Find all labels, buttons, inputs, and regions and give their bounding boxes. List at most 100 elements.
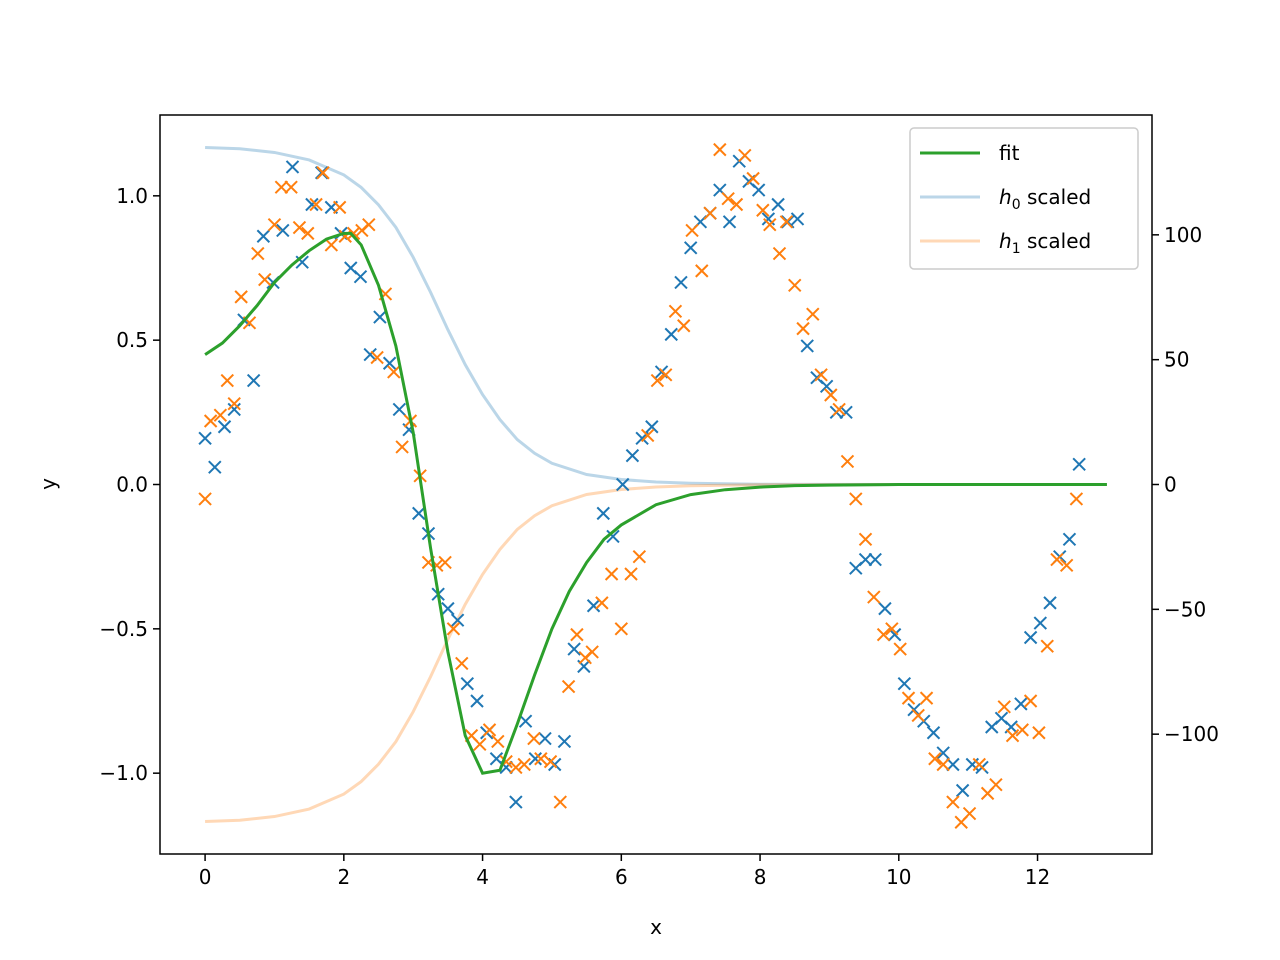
scatter-point-series-2 bbox=[1023, 694, 1038, 708]
scatter-point-series-2 bbox=[284, 180, 298, 194]
scatter-point-series-2 bbox=[901, 691, 916, 705]
x-tick-label: 8 bbox=[754, 865, 767, 889]
scatter-point-series-2 bbox=[395, 440, 409, 454]
y-axis-right: −100 −50 0 50 100 bbox=[1152, 223, 1219, 746]
scatter-point-series-2 bbox=[746, 171, 760, 186]
y-tick-label: 0.5 bbox=[116, 328, 148, 352]
scatter-point-series-2 bbox=[840, 454, 855, 469]
scatter-point-series-2 bbox=[997, 700, 1011, 714]
scatter-point-series-1 bbox=[771, 197, 785, 212]
scatter-point-series-2 bbox=[659, 368, 673, 382]
scatter-point-series-1 bbox=[1033, 616, 1048, 630]
scatter-point-series-2 bbox=[309, 197, 323, 212]
scatter-point-series-1 bbox=[256, 229, 271, 243]
scatter-point-series-1 bbox=[878, 601, 892, 616]
scatter-point-series-2 bbox=[919, 691, 934, 705]
scatter-point-series-1 bbox=[800, 339, 814, 353]
legend-fit-label: fit bbox=[999, 141, 1020, 165]
legend-box bbox=[909, 127, 1139, 270]
x-tick-label: 4 bbox=[476, 865, 489, 889]
scatter-point-series-1 bbox=[936, 746, 950, 760]
scatter-point-series-2 bbox=[763, 217, 777, 232]
scatter-point-series-1 bbox=[722, 215, 737, 229]
scatter-point-series-2 bbox=[703, 206, 717, 220]
scatter-point-series-2 bbox=[885, 622, 899, 636]
scatter-point-series-2 bbox=[473, 737, 487, 752]
y2-tick-label: 0 bbox=[1164, 473, 1177, 497]
scatter-point-series-1 bbox=[412, 506, 426, 521]
scatter-point-series-1 bbox=[946, 757, 960, 772]
scatter-point-series-1 bbox=[198, 431, 212, 446]
scatter-point-series-2 bbox=[316, 166, 330, 180]
scatter-point-series-2 bbox=[534, 752, 548, 766]
scatter-point-series-2 bbox=[788, 278, 802, 293]
scatter-point-series-2 bbox=[585, 645, 599, 659]
scatter-point-series-2 bbox=[455, 656, 469, 671]
y2-tick-label: 50 bbox=[1164, 348, 1189, 372]
scatter-point-series-1 bbox=[441, 601, 455, 616]
scatter-point-series-2 bbox=[517, 757, 531, 772]
scatter-point-series-2 bbox=[1015, 723, 1029, 737]
legend-h0-main: h bbox=[999, 185, 1012, 209]
scatter-point-series-1 bbox=[839, 405, 853, 420]
scatter-point-series-2 bbox=[198, 492, 212, 506]
scatter-point-series-1 bbox=[664, 327, 678, 342]
scatter-point-series-1 bbox=[285, 160, 300, 174]
scatter-point-series-2 bbox=[543, 754, 558, 769]
scatter-point-series-2 bbox=[370, 350, 384, 365]
scatter-point-series-2 bbox=[928, 752, 942, 766]
scatter-point-series-2 bbox=[213, 408, 228, 422]
scatter-point-series-2 bbox=[668, 304, 683, 319]
scatter-point-series-2 bbox=[527, 731, 541, 746]
scatter-point-series-1 bbox=[1072, 457, 1086, 472]
scatter-point-series-2 bbox=[251, 246, 265, 261]
scatter-point-series-1 bbox=[955, 783, 970, 798]
scatter-point-series-2 bbox=[756, 203, 770, 217]
scatter-point-series-2 bbox=[595, 596, 609, 610]
scatter-point-series-2 bbox=[876, 627, 891, 642]
scatter-point-series-2 bbox=[446, 622, 461, 636]
scatter-point-series-2 bbox=[962, 806, 977, 821]
scatter-point-series-2 bbox=[324, 238, 339, 252]
y-axis-left: −1.0 −0.5 0.0 0.5 1.0 bbox=[99, 184, 160, 785]
scatter-point-series-2 bbox=[203, 414, 218, 428]
scatter-point-series-2 bbox=[1059, 558, 1074, 573]
scatter-point-series-1 bbox=[217, 420, 232, 434]
scatter-point-series-2 bbox=[332, 200, 347, 215]
scatter-point-series-2 bbox=[721, 192, 735, 206]
scatter-point-series-1 bbox=[674, 275, 688, 290]
scatter-point-series-1 bbox=[751, 183, 766, 197]
legend-h0-rest: scaled bbox=[1021, 185, 1092, 209]
scatter-point-series-2 bbox=[570, 627, 584, 642]
scatter-point-series-2 bbox=[911, 708, 925, 723]
y-tick-label: −0.5 bbox=[99, 617, 148, 641]
legend-h1-sub: 1 bbox=[1012, 241, 1021, 257]
scatter-point-series-2 bbox=[936, 757, 950, 772]
scatter-point-series-1 bbox=[305, 197, 319, 212]
scatter-point-series-2 bbox=[677, 319, 691, 333]
scatter-point-series-2 bbox=[738, 148, 752, 163]
scatter-point-series-2 bbox=[972, 757, 986, 772]
scatter-point-series-2 bbox=[1050, 552, 1064, 567]
scatter-point-series-2 bbox=[849, 492, 863, 506]
scatter-point-series-1 bbox=[926, 726, 941, 740]
scatter-point-series-1 bbox=[567, 642, 581, 656]
scatter-point-series-1 bbox=[586, 599, 601, 613]
scatter-point-series-2 bbox=[227, 396, 241, 411]
scatter-point-series-2 bbox=[858, 532, 873, 547]
scatter-point-series-1 bbox=[518, 714, 533, 728]
y-tick-label: 1.0 bbox=[116, 184, 148, 208]
scatter-point-series-1 bbox=[363, 347, 377, 362]
x-axis-label: x bbox=[650, 915, 662, 939]
scatter-point-series-1 bbox=[615, 477, 630, 492]
legend: fit h0 scaled h1 scaled bbox=[909, 127, 1139, 270]
scatter-point-series-1 bbox=[606, 529, 620, 544]
scatter-point-series-1 bbox=[528, 752, 543, 766]
scatter-point-series-1 bbox=[392, 402, 407, 417]
x-tick-label: 6 bbox=[615, 865, 628, 889]
scatter-point-series-2 bbox=[893, 642, 907, 656]
scatter-point-series-1 bbox=[460, 676, 475, 691]
legend-h1-label: h1 scaled bbox=[999, 229, 1091, 257]
scatter-point-series-2 bbox=[1040, 639, 1054, 653]
